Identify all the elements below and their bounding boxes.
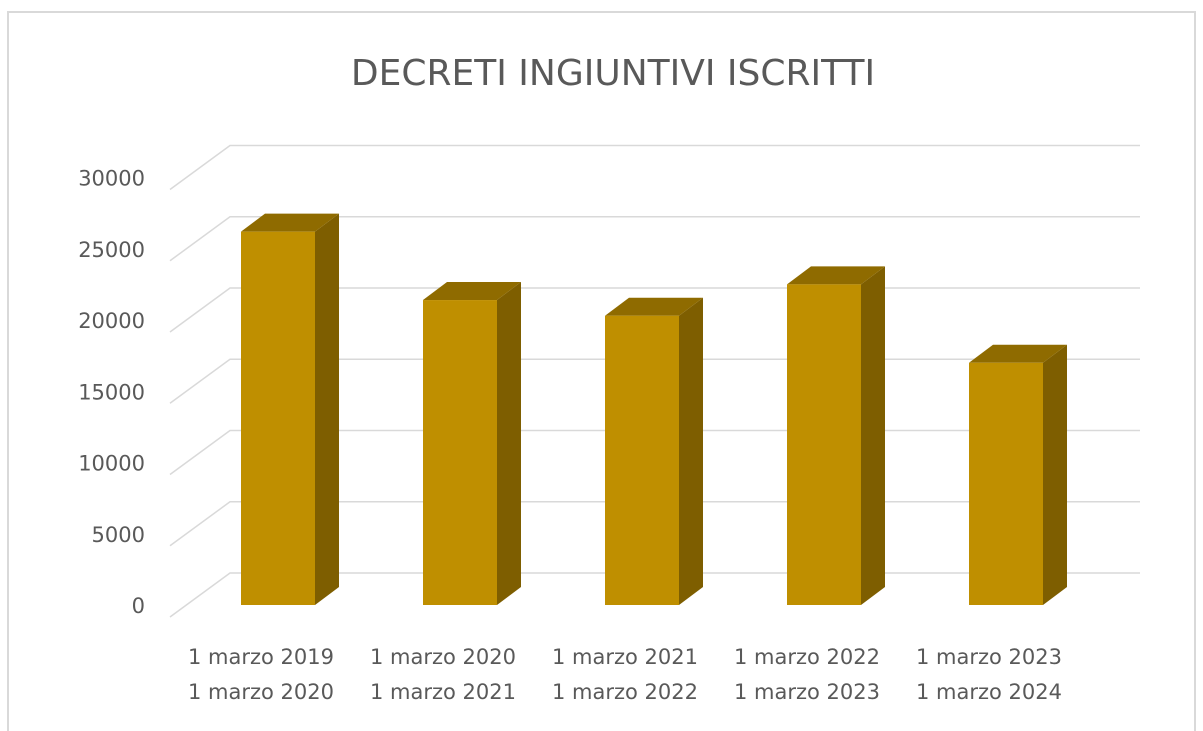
bar [423,300,497,605]
grid-line [169,144,1140,191]
x-tick-label: 1 marzo 2022 [552,680,698,704]
bar-top [605,297,703,316]
bar-side [679,297,703,605]
bar-side [861,266,885,605]
x-tick-label: 1 marzo 2021 [370,680,516,704]
bar-top [423,282,521,301]
x-tick-label: 1 marzo 2020 [370,645,516,669]
chart-title: DECRETI INGIUNTIVI ISCRITTI [351,53,875,94]
x-tick-label: 1 marzo 2023 [916,645,1062,669]
bar-top [241,213,339,232]
bar [241,231,315,605]
bar-top [969,344,1067,363]
x-tick-label: 1 marzo 2024 [916,680,1062,704]
y-tick-label: 25000 [78,238,145,262]
bar-side [497,282,521,605]
x-tick-label: 1 marzo 2023 [734,680,880,704]
bar [605,315,679,605]
y-tick-label: 0 [132,594,145,618]
chart-frame [7,11,1196,731]
x-tick-label: 1 marzo 2020 [188,680,334,704]
bar-side [1043,344,1067,605]
y-tick-label: 30000 [78,167,145,191]
x-tick-label: 1 marzo 2019 [188,645,334,669]
x-tick-label: 1 marzo 2021 [552,645,698,669]
y-tick-label: 5000 [92,523,145,547]
bar [969,362,1043,605]
y-tick-label: 20000 [78,309,145,333]
y-tick-label: 10000 [78,452,145,476]
grid-line [169,216,1140,262]
bar-top [787,266,885,285]
bar-side [315,213,339,605]
bar [787,284,861,605]
y-tick-label: 15000 [78,380,145,404]
x-tick-label: 1 marzo 2022 [734,645,880,669]
